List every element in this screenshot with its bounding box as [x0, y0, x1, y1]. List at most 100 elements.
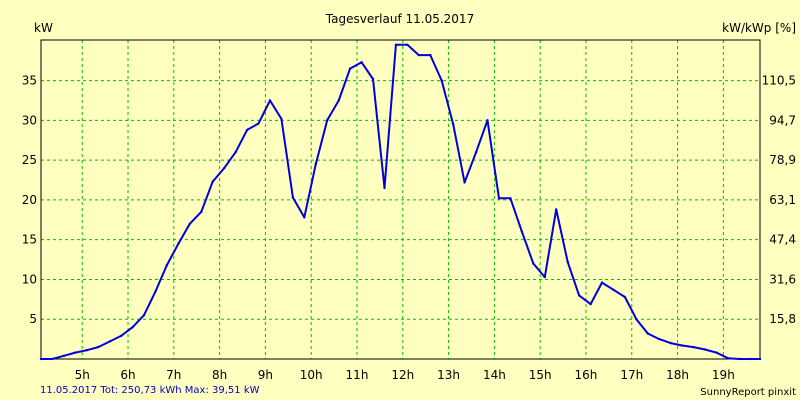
data-point [142, 314, 146, 317]
x-tick-label: 18h [666, 368, 689, 382]
x-tick-label: 14h [483, 368, 506, 382]
data-point [635, 318, 638, 321]
data-point [646, 332, 649, 335]
x-tick-label: 12h [391, 368, 414, 382]
data-point [509, 197, 512, 200]
data-point [658, 337, 661, 341]
plot-frame [40, 39, 761, 360]
data-point [314, 162, 317, 166]
x-tick-label: 15h [529, 368, 552, 382]
data-point [703, 348, 707, 351]
data-point [463, 181, 466, 184]
data-point [452, 123, 455, 126]
x-tick-label: 9h [258, 368, 273, 382]
y-tick-label-right: 63,1 [769, 193, 796, 207]
y-tick-label-left: 15 [22, 233, 37, 247]
y-axis-right-label: kW/kWp [%] [722, 21, 796, 35]
data-point [692, 345, 695, 349]
data-point [234, 151, 237, 154]
data-point [85, 349, 89, 352]
y-tick-label-left: 5 [29, 312, 37, 326]
data-point [326, 119, 329, 122]
data-point [108, 340, 111, 343]
data-point [520, 230, 524, 233]
data-point [406, 43, 409, 46]
y-tick-label-right: 78,9 [769, 153, 796, 167]
data-point [497, 197, 501, 200]
data-point [131, 326, 134, 329]
x-tick-label: 11h [346, 368, 369, 382]
chart-title: Tagesverlauf 11.05.2017 [325, 12, 474, 26]
x-tick-label: 10h [300, 368, 323, 382]
data-point [715, 351, 718, 354]
y-tick-labels-right: 15,8 31,6 47,4 63,1 78,9 94,7 110,5 [762, 74, 796, 327]
y-tick-label-left: 30 [22, 113, 37, 127]
grid-lines [41, 40, 760, 359]
data-point [360, 61, 363, 64]
data-point [177, 242, 180, 245]
data-point [543, 275, 546, 279]
data-point [291, 196, 295, 199]
y-tick-label-right: 15,8 [769, 312, 796, 326]
data-point [532, 262, 535, 265]
data-point [348, 67, 352, 70]
power-series-line [41, 43, 760, 360]
data-point [188, 222, 191, 225]
x-tick-labels: 5h 6h 7h 8h 9h 10h 11h 12h 13h 14h 15h 16h 17h 18h 19h [75, 368, 735, 382]
data-point [555, 208, 558, 211]
data-point [51, 357, 54, 361]
data-point [257, 122, 260, 125]
y-tick-label-left: 20 [22, 193, 37, 207]
y-tick-label-left: 35 [22, 74, 37, 88]
data-point [726, 357, 730, 360]
y-tick-label-right: 94,7 [769, 113, 796, 127]
data-point [74, 351, 77, 354]
data-point [440, 79, 443, 82]
data-point [577, 294, 581, 297]
data-point [337, 99, 340, 102]
data-point [97, 345, 100, 349]
data-point [154, 290, 157, 293]
data-point [669, 341, 672, 345]
y-tick-label-left: 10 [22, 272, 37, 286]
data-point [758, 357, 762, 361]
data-point [223, 166, 226, 170]
data-point [39, 357, 43, 361]
series-points [39, 43, 762, 361]
x-tick-label: 16h [575, 368, 598, 382]
data-point [749, 357, 752, 361]
y-tick-label-right: 47,4 [769, 233, 796, 247]
data-point [280, 117, 283, 121]
x-tick-label: 19h [712, 368, 735, 382]
y-axis-left-label: kW [34, 21, 53, 35]
data-point [474, 151, 478, 154]
footer-summary: 11.05.2017 Tot: 250,73 kWh Max: 39,51 kW [40, 385, 260, 396]
x-tick-label: 8h [212, 368, 227, 382]
data-point [200, 210, 203, 213]
y-tick-label-right: 110,5 [762, 74, 796, 88]
data-point [62, 354, 66, 357]
data-point [383, 186, 386, 190]
x-tick-label: 7h [166, 368, 181, 382]
y-tick-label-left: 25 [22, 153, 37, 167]
data-point [211, 180, 214, 183]
data-point [589, 302, 592, 306]
x-tick-label: 6h [120, 368, 135, 382]
data-point [119, 334, 123, 338]
data-point [600, 281, 604, 284]
data-point [303, 216, 306, 219]
data-point [738, 357, 741, 361]
data-point [165, 263, 169, 267]
x-tick-label: 5h [75, 368, 90, 382]
data-point [429, 53, 432, 57]
data-point [417, 53, 420, 57]
x-tick-label: 17h [620, 368, 643, 382]
data-point [486, 119, 489, 122]
data-point [680, 344, 684, 347]
data-point [371, 77, 375, 81]
x-tick-label: 13h [437, 368, 460, 382]
data-point [268, 99, 272, 102]
footer-credit: SunnyReport pinxit [700, 387, 796, 398]
data-point [612, 288, 615, 291]
